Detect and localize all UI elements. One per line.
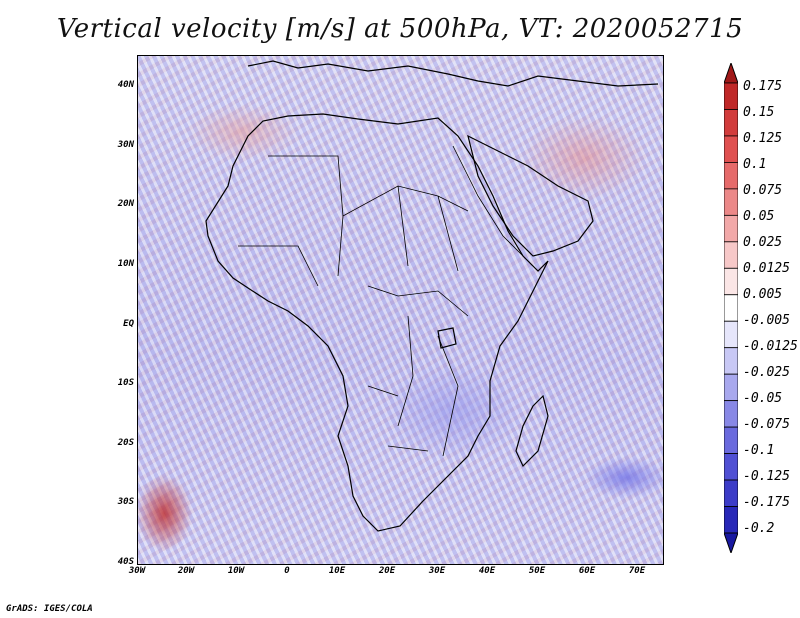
colorbar-label: -0.1 bbox=[743, 443, 775, 458]
colorbar-segment bbox=[724, 241, 738, 269]
lat-label-10n: 10N bbox=[117, 259, 134, 269]
colorbar-segment bbox=[724, 506, 738, 534]
lat-label-20n: 20N bbox=[117, 199, 134, 209]
lat-label-40n: 40N bbox=[117, 80, 134, 90]
lon-label-0: 0 bbox=[284, 566, 290, 576]
colorbar-bottom-arrow bbox=[724, 532, 738, 553]
lat-label-eq: EQ bbox=[123, 319, 134, 329]
lon-label-10w: 10W bbox=[227, 566, 245, 576]
grads-credit: GrADS: IGES/COLA bbox=[6, 604, 93, 614]
lon-label-20e: 20E bbox=[378, 566, 396, 576]
colorbar-label: -0.075 bbox=[743, 417, 790, 432]
colorbar-label: 0.005 bbox=[743, 287, 783, 302]
lon-label-30e: 30E bbox=[428, 566, 446, 576]
country-borders bbox=[238, 155, 469, 457]
colorbar-label: 0.175 bbox=[743, 79, 783, 94]
colorbar-segment bbox=[724, 135, 738, 163]
colorbar-segment bbox=[724, 188, 738, 216]
colorbar-label: -0.0125 bbox=[743, 339, 798, 354]
colorbar-label: -0.05 bbox=[743, 391, 783, 406]
lon-label-70e: 70E bbox=[628, 566, 646, 576]
colorbar-segment bbox=[724, 400, 738, 428]
colorbar-label: -0.125 bbox=[743, 469, 790, 484]
lon-label-20w: 20W bbox=[177, 566, 195, 576]
colorbar-segment bbox=[724, 162, 738, 190]
colorbar-segment bbox=[724, 214, 738, 243]
colorbar bbox=[724, 63, 738, 553]
lat-label-10s: 10S bbox=[117, 378, 134, 388]
colorbar-label: -0.005 bbox=[743, 313, 790, 328]
lon-label-30w: 30W bbox=[128, 566, 146, 576]
colorbar-segment bbox=[724, 479, 738, 507]
africa-map bbox=[205, 60, 659, 532]
colorbar-segment bbox=[724, 267, 738, 296]
colorbar-label: -0.2 bbox=[743, 521, 775, 536]
map-plot bbox=[137, 55, 664, 565]
arabia-outline bbox=[467, 134, 594, 257]
colorbar-label: 0.025 bbox=[743, 235, 783, 250]
lon-label-60e: 60E bbox=[578, 566, 596, 576]
colorbar-label: 0.0125 bbox=[743, 261, 790, 276]
colorbar-segment bbox=[724, 109, 738, 137]
madagascar-outline bbox=[515, 394, 549, 468]
lat-label-30n: 30N bbox=[117, 140, 134, 150]
colorbar-segment bbox=[724, 453, 738, 481]
colorbar-segment bbox=[724, 82, 738, 110]
colorbar-label: -0.175 bbox=[743, 495, 790, 510]
colorbar-segment bbox=[724, 347, 738, 375]
colorbar-top-arrow bbox=[724, 63, 738, 84]
lat-label-30s: 30S bbox=[117, 497, 134, 507]
lon-label-40e: 40E bbox=[478, 566, 496, 576]
lake-victoria bbox=[437, 327, 457, 349]
colorbar-label: 0.075 bbox=[743, 183, 783, 198]
chart-title: Vertical velocity [m/s] at 500hPa, VT: 2… bbox=[56, 14, 744, 44]
lon-label-50e: 50E bbox=[528, 566, 546, 576]
colorbar-label: 0.05 bbox=[743, 209, 775, 224]
colorbar-label: 0.125 bbox=[743, 131, 783, 146]
colorbar-segment bbox=[724, 320, 738, 349]
lat-label-20s: 20S bbox=[117, 438, 134, 448]
africa-coastline bbox=[205, 113, 549, 532]
red-sea bbox=[452, 145, 524, 257]
lat-label-40s: 40S bbox=[117, 557, 134, 567]
europe-outline bbox=[247, 60, 659, 87]
colorbar-segment bbox=[724, 426, 738, 454]
colorbar-segment bbox=[724, 373, 738, 402]
colorbar-label: 0.1 bbox=[743, 157, 767, 172]
lon-label-10e: 10E bbox=[328, 566, 346, 576]
colorbar-label: -0.025 bbox=[743, 365, 790, 380]
colorbar-segment bbox=[724, 294, 738, 322]
colorbar-label: 0.15 bbox=[743, 105, 775, 120]
